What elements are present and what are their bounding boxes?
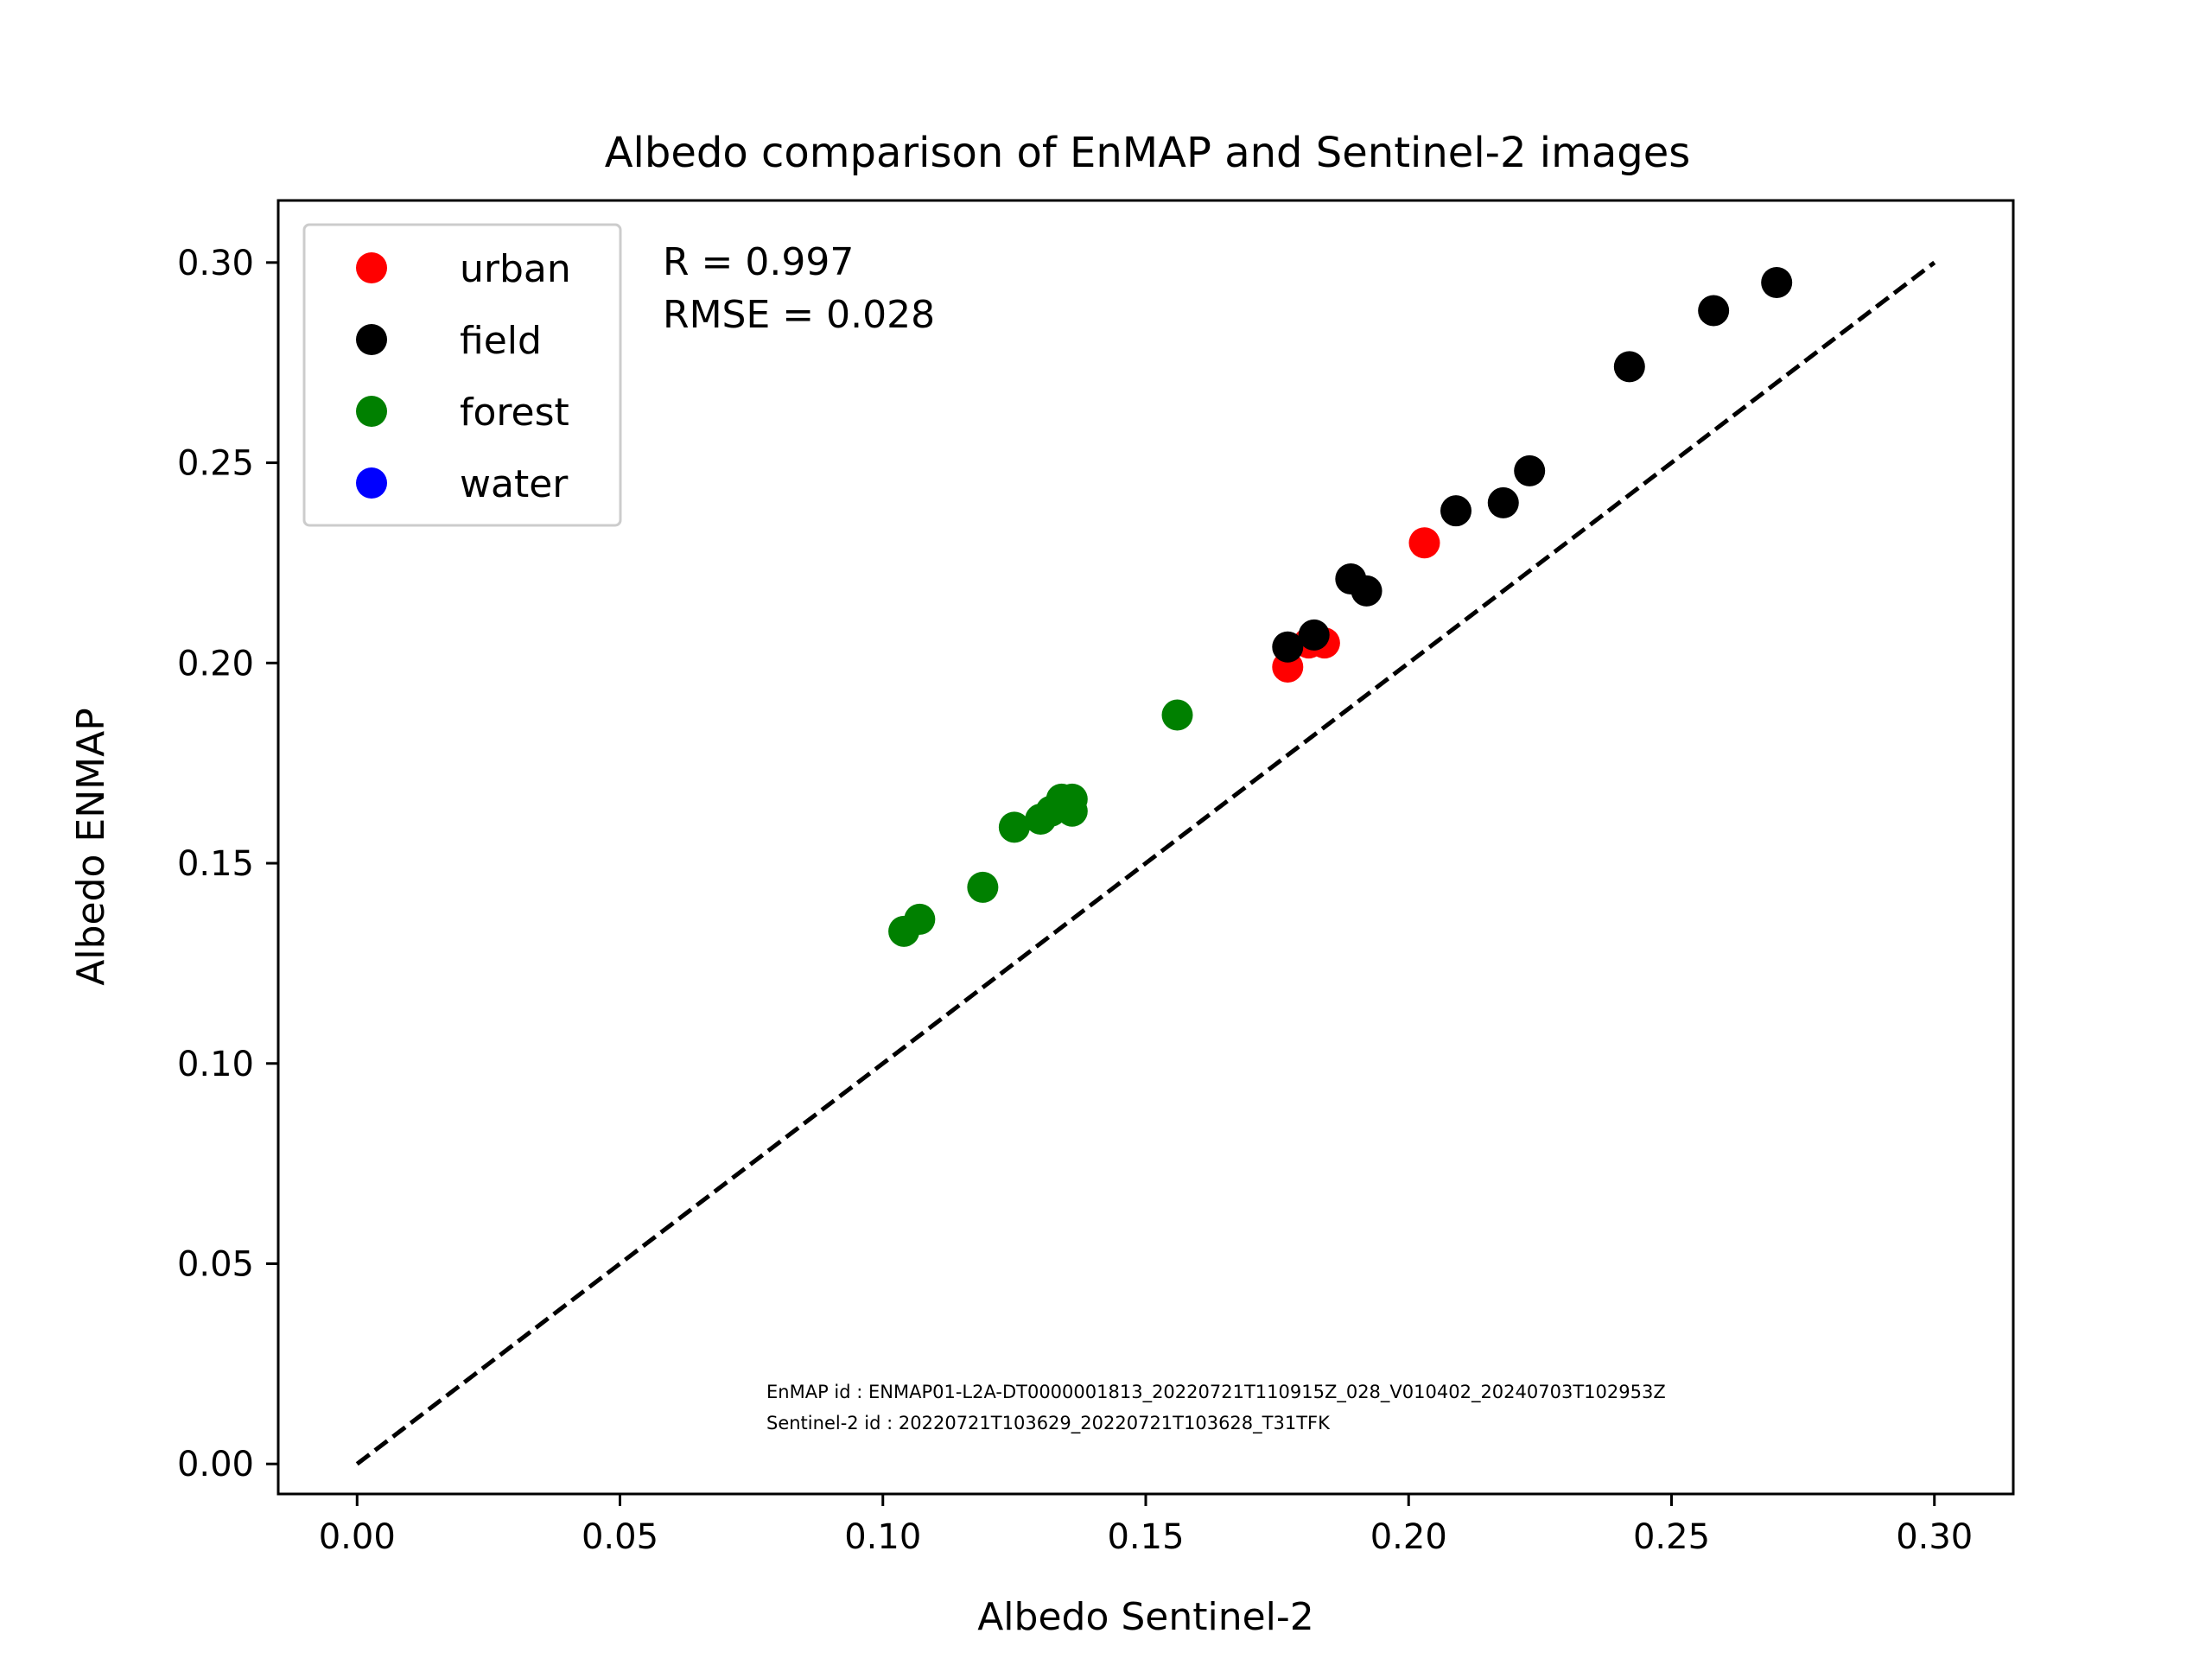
legend-label-water: water (460, 462, 569, 506)
y-tick-label: 0.20 (177, 644, 254, 683)
legend-marker-urban (356, 252, 387, 283)
y-axis-ticks: 0.00 0.05 0.10 0.15 0.20 0.25 0.30 (177, 244, 278, 1484)
data-point-forest (1161, 699, 1193, 731)
data-point-field (1298, 619, 1330, 651)
x-tick-label: 0.10 (844, 1517, 921, 1557)
reference-line-layer (355, 260, 1936, 1466)
x-tick-label: 0.30 (1896, 1517, 1973, 1557)
y-axis-label: Albedo ENMAP (69, 708, 113, 985)
data-point-urban (1408, 527, 1440, 559)
data-point-forest (1056, 795, 1088, 827)
x-tick-label: 0.05 (582, 1517, 658, 1557)
x-tick-label: 0.25 (1633, 1517, 1710, 1557)
data-point-field (1514, 454, 1546, 486)
data-point-field (1613, 351, 1645, 383)
data-point-forest (998, 811, 1030, 843)
data-point-field (1698, 295, 1730, 327)
y-tick-label: 0.15 (177, 844, 254, 884)
one-to-one-reference-line (355, 260, 1936, 1466)
legend-marker-water (356, 467, 387, 499)
x-tick-label: 0.00 (319, 1517, 396, 1557)
y-tick-label: 0.25 (177, 444, 254, 484)
legend-label-urban: urban (460, 247, 571, 291)
r-annotation: R = 0.997 (663, 240, 854, 284)
data-point-field (1272, 631, 1304, 663)
x-axis-label: Albedo Sentinel-2 (977, 1595, 1314, 1639)
chart-title: Albedo comparison of EnMAP and Sentinel-… (605, 129, 1691, 177)
data-point-field (1351, 575, 1382, 607)
legend: urban field forest water (302, 223, 622, 527)
legend-label-forest: forest (460, 391, 569, 435)
sentinel-id-annotation: Sentinel-2 id : 20220721T103629_20220721… (766, 1413, 1331, 1434)
legend-frame (302, 223, 622, 527)
rmse-annotation: RMSE = 0.028 (663, 293, 935, 337)
y-tick-label: 0.30 (177, 244, 254, 283)
data-point-forest (904, 903, 936, 935)
data-point-field (1487, 486, 1519, 518)
data-point-field (1761, 267, 1793, 299)
data-points-layer (888, 267, 1793, 947)
x-tick-label: 0.15 (1107, 1517, 1184, 1557)
x-tick-label: 0.20 (1370, 1517, 1447, 1557)
data-point-forest (967, 871, 999, 903)
data-point-field (1440, 495, 1472, 527)
enmap-id-annotation: EnMAP id : ENMAP01-L2A-DT0000001813_2022… (766, 1382, 1666, 1403)
y-tick-label: 0.00 (177, 1445, 254, 1484)
y-tick-label: 0.10 (177, 1045, 254, 1084)
legend-label-field: field (460, 319, 542, 363)
legend-marker-field (356, 324, 387, 355)
x-axis-ticks: 0.00 0.05 0.10 0.15 0.20 0.25 0.30 (319, 1494, 1973, 1557)
legend-marker-forest (356, 396, 387, 427)
y-tick-label: 0.05 (177, 1245, 254, 1285)
